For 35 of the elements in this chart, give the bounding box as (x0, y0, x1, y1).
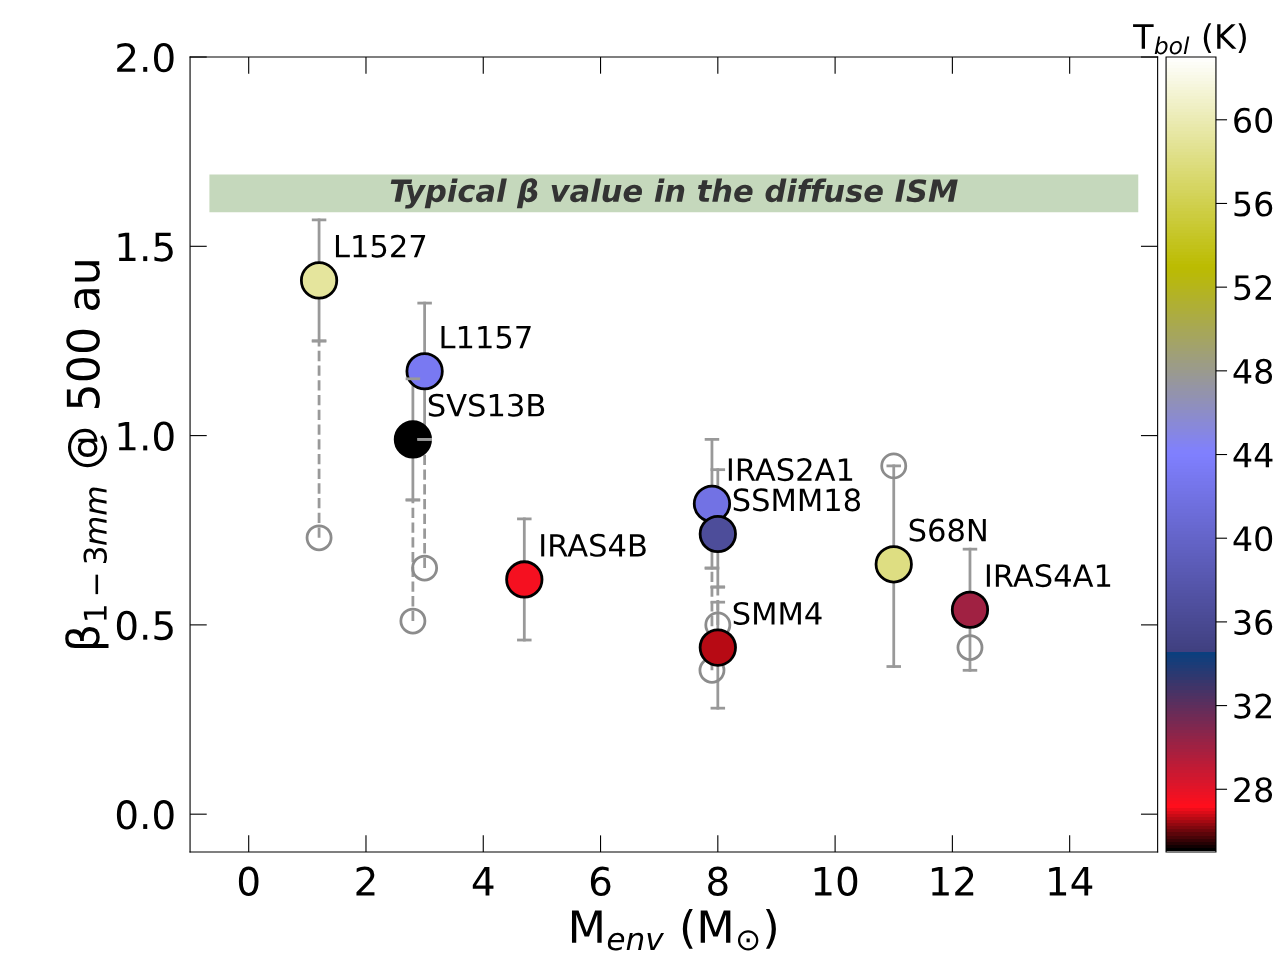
color-bar-label: 40 (1233, 526, 1273, 552)
annotation: IRAS4A1 (986, 564, 1111, 588)
color-bar-label: 48 (1233, 358, 1273, 384)
annotation: SVS13B (428, 393, 545, 417)
y-tick-label: 0.0 (116, 800, 174, 830)
x-tick-label: 0 (238, 866, 259, 897)
color-bar-title: T$_{bol}$ (K) (1133, 23, 1246, 55)
annotation: SSMM18 (733, 488, 861, 512)
x-tick-label: 4 (472, 867, 494, 896)
y-tick-label: 1.5 (118, 232, 173, 262)
annotation: SMM4 (733, 601, 822, 626)
color-bar-label: 28 (1234, 777, 1273, 803)
band-label: Typical β value in the diffuse ISM (390, 178, 958, 209)
annotation: L1157 (441, 325, 531, 349)
x-tick-label: 2 (356, 866, 375, 896)
color-bar-label: 60 (1234, 107, 1273, 133)
annotation: L1527 (335, 234, 426, 258)
annotation: IRAS4B (541, 533, 646, 557)
y-tick-label: 2.0 (117, 42, 174, 73)
y-tick-label: 1.0 (118, 421, 174, 451)
annotation: IRAS2A1 (728, 458, 853, 482)
x-tick-label: 14 (1049, 867, 1093, 896)
y-tick-label: 0.5 (116, 610, 173, 641)
x-tick-label: 12 (931, 866, 974, 896)
color-bar-label: 56 (1234, 191, 1273, 217)
y-axis-title: β$_{1−3mm}$ @ 500 au (65, 261, 109, 648)
x-axis-title: M$_{env}$ (M$_{⊙}$) (571, 909, 776, 951)
x-tick-label: 6 (590, 866, 611, 897)
color-bar-label: 32 (1234, 693, 1271, 719)
color-bar-label: 36 (1234, 609, 1273, 636)
color-bar-label: 52 (1234, 275, 1271, 301)
color-bar-label: 44 (1233, 442, 1273, 468)
annotation: S68N (909, 518, 986, 542)
x-tick-label: 10 (814, 866, 858, 897)
x-tick-label: 8 (708, 866, 728, 897)
